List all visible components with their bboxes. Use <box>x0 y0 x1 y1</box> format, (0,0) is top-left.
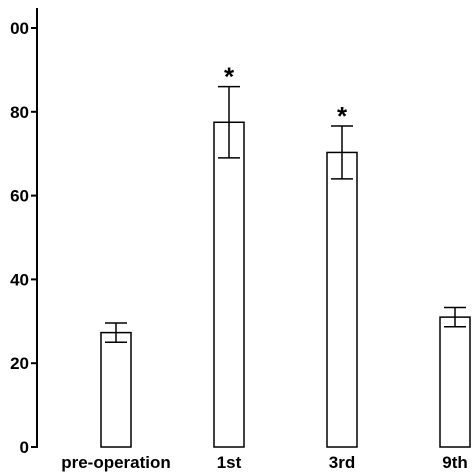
y-tick-label: 20 <box>10 354 29 373</box>
bar <box>213 121 245 448</box>
x-category-label: 3rd <box>329 453 355 472</box>
x-axis-labels: pre-operation 1st 3rd 9th <box>61 453 468 472</box>
y-tick-label: 60 <box>10 187 29 206</box>
y-tick-label: 80 <box>10 103 29 122</box>
y-tick-label: 00 <box>10 19 29 38</box>
x-category-label: pre-operation <box>61 453 171 472</box>
bar <box>100 331 132 448</box>
x-category-label: 9th <box>442 453 468 472</box>
bar <box>439 316 471 448</box>
significance-marker: * <box>224 62 235 92</box>
y-tick-label: 0 <box>20 438 29 457</box>
y-axis: 0 20 40 60 80 00 <box>10 8 38 457</box>
bars: ** <box>100 62 471 448</box>
bar <box>326 151 358 448</box>
y-tick-label: 40 <box>10 270 29 289</box>
x-category-label: 1st <box>217 453 242 472</box>
significance-marker: * <box>337 101 348 131</box>
